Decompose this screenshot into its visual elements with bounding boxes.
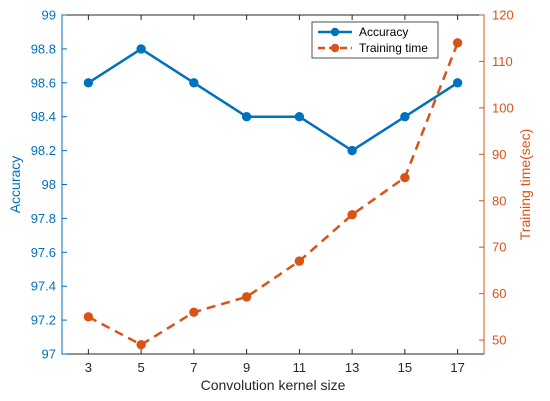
data-point-training-time	[83, 312, 94, 322]
data-point-training-time	[189, 307, 199, 317]
series-layer	[83, 38, 463, 350]
x-tick-label: 11	[293, 360, 307, 375]
x-tick-label: 15	[398, 360, 412, 375]
data-point-accuracy	[400, 112, 410, 122]
left-tick-label: 98	[42, 177, 56, 192]
left-tick-label: 97.4	[31, 279, 56, 294]
data-point-training-time	[400, 172, 410, 183]
left-tick-label: 97.6	[31, 245, 56, 260]
series-line-training-time	[87, 42, 459, 346]
data-point-training-time	[347, 209, 357, 220]
legend-marker-accuracy	[330, 27, 340, 37]
x-tick-label: 3	[85, 360, 92, 375]
legend-label-training-time: Training time	[359, 41, 428, 55]
data-point-accuracy	[83, 78, 94, 88]
legend-box	[311, 21, 439, 59]
left-tick-label: 98.6	[31, 75, 56, 90]
right-tick-label: 80	[492, 193, 506, 208]
left-tick-label: 99	[42, 8, 56, 23]
left-axis-ticks: 97 97.2 97.4 97.6 97.8 98 98.2 98.4 98.6 98.8 99	[31, 8, 67, 362]
x-tick-label: 9	[243, 360, 250, 375]
right-tick-label: 70	[492, 240, 506, 255]
left-tick-label: 97	[42, 347, 56, 362]
right-axis-ticks: 50 60 70 80 90 100 110 120	[479, 8, 514, 354]
right-tick-label: 120	[492, 8, 514, 23]
legend-entry-accuracy: Accuracy	[318, 25, 408, 39]
right-tick-label: 60	[492, 286, 506, 301]
x-tick-label: 7	[190, 360, 197, 375]
x-axis-title: Convolution kernel size	[201, 377, 346, 393]
left-tick-label: 98.2	[31, 143, 56, 158]
x-tick-label: 13	[345, 360, 359, 375]
data-point-accuracy	[189, 78, 199, 88]
series-training-time	[83, 38, 463, 350]
right-tick-label: 100	[492, 100, 514, 115]
legend: Accuracy Training time	[311, 21, 439, 59]
left-axis-title: Accuracy	[7, 156, 23, 214]
left-tick-label: 97.2	[31, 313, 56, 328]
legend-marker-training-time	[330, 43, 340, 53]
series-line-accuracy	[87, 47, 459, 152]
legend-entry-training-time: Training time	[318, 41, 428, 55]
x-axis-ticks: 3 5 7 9 11 13 15 17	[85, 15, 465, 375]
data-point-accuracy	[452, 78, 463, 88]
left-tick-label: 97.8	[31, 211, 56, 226]
right-tick-label: 50	[492, 333, 506, 348]
x-tick-label: 5	[138, 360, 145, 375]
series-accuracy	[83, 44, 463, 156]
data-point-accuracy	[136, 44, 146, 54]
data-point-accuracy	[241, 112, 252, 122]
data-point-accuracy	[294, 112, 305, 122]
right-tick-label: 110	[492, 54, 513, 69]
x-tick-label: 17	[450, 360, 464, 375]
data-point-training-time	[136, 340, 146, 350]
right-axis-title: Training time(sec)	[517, 129, 533, 241]
data-point-training-time	[452, 38, 463, 48]
right-tick-label: 90	[492, 147, 506, 162]
left-tick-label: 98.8	[31, 41, 56, 56]
data-point-training-time	[294, 256, 305, 266]
data-point-training-time	[241, 292, 252, 302]
legend-label-accuracy: Accuracy	[359, 25, 408, 39]
left-tick-label: 98.4	[31, 109, 56, 124]
data-point-accuracy	[347, 145, 357, 156]
